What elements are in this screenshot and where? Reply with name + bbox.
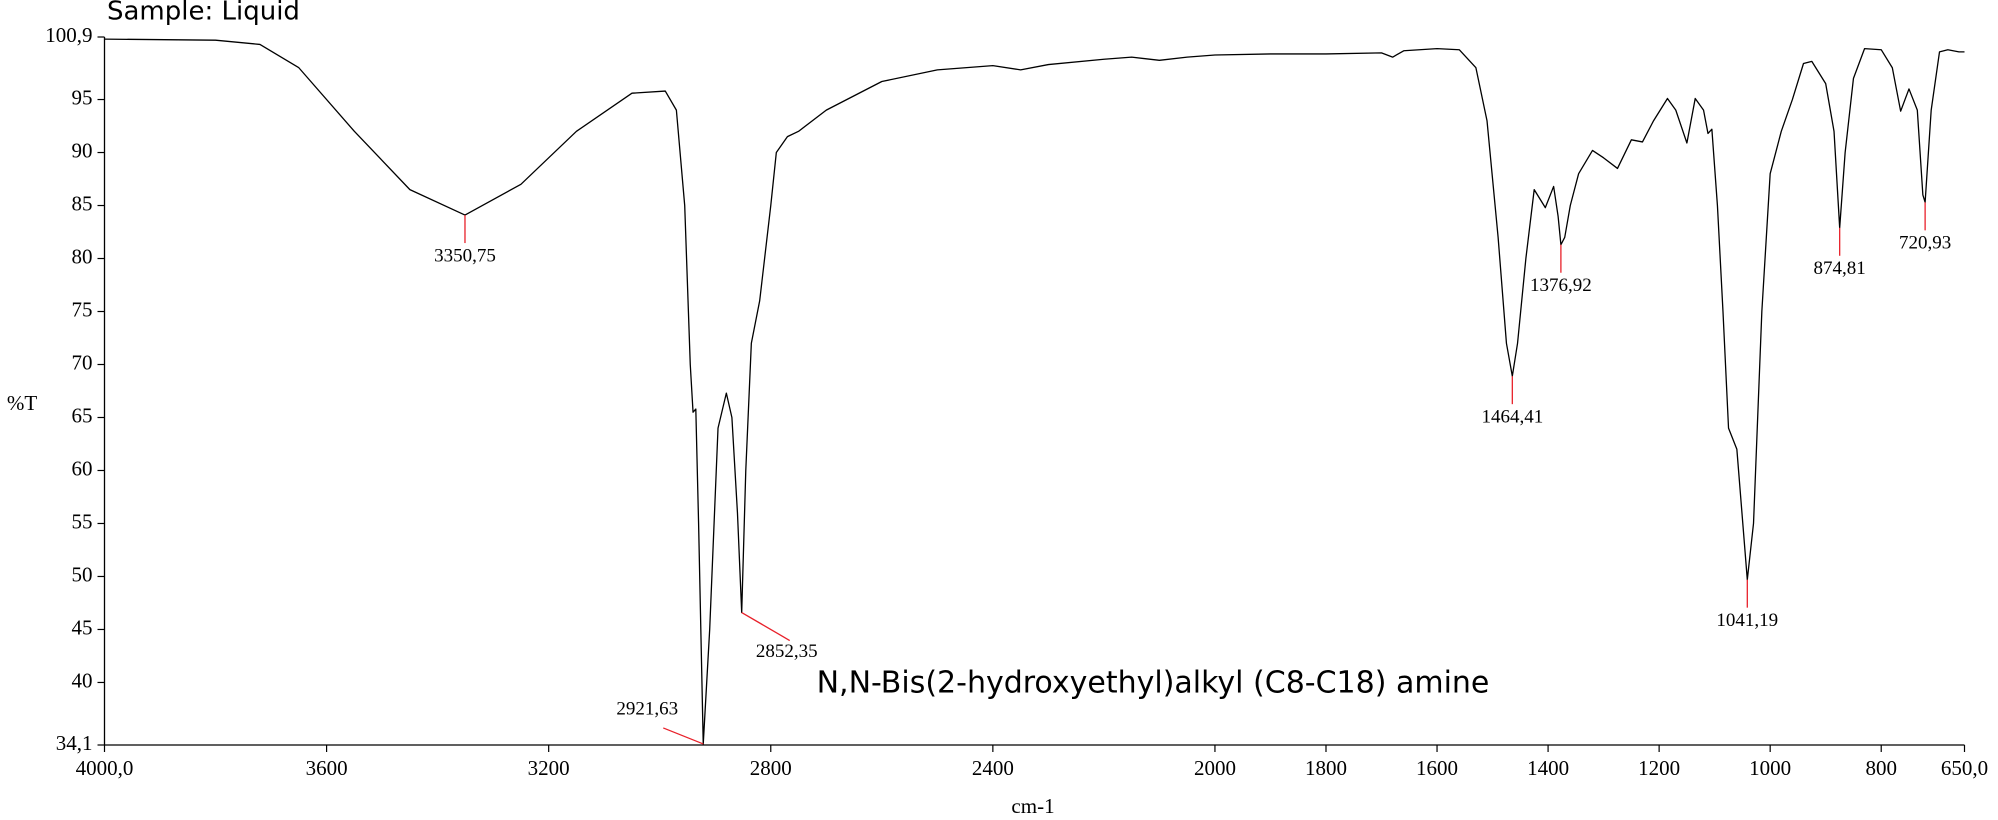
x-tick-label: 1800	[1305, 756, 1347, 780]
peak-label: 720,93	[1899, 233, 1951, 254]
x-tick-label: 800	[1865, 756, 1897, 780]
y-tick-label: 85	[72, 191, 93, 215]
x-tick-label: 2400	[972, 756, 1014, 780]
x-tick-label: 650,0	[1941, 756, 1988, 780]
y-tick-label: 40	[72, 668, 93, 692]
y-tick-label: 95	[72, 85, 93, 109]
peak-label: 1464,41	[1481, 407, 1543, 428]
compound-name: N,N-Bis(2-hydroxyethyl)alkyl (C8-C18) am…	[817, 666, 1490, 701]
peak-label: 1376,92	[1530, 275, 1592, 296]
y-tick-label: 90	[72, 138, 93, 162]
chart-title: Sample: Liquid	[107, 0, 300, 27]
peak-label: 2921,63	[616, 698, 678, 719]
peak-label: 1041,19	[1716, 610, 1778, 631]
y-tick-label: 80	[72, 244, 93, 268]
peak-label: 3350,75	[434, 245, 496, 266]
x-tick-label: 1200	[1638, 756, 1680, 780]
y-tick-label: 100,9	[45, 23, 92, 47]
y-tick-label: 70	[72, 350, 93, 374]
y-tick-label: 60	[72, 456, 93, 480]
y-tick-label: 50	[72, 562, 93, 586]
y-tick-label: 65	[72, 403, 93, 427]
peak-marker	[662, 727, 704, 745]
x-tick-label: 1400	[1527, 756, 1569, 780]
x-tick-label: 1600	[1416, 756, 1458, 780]
x-tick-label: 2800	[750, 756, 792, 780]
x-tick-label: 2000	[1194, 756, 1236, 780]
peak-label: 2852,35	[756, 641, 818, 662]
x-axis-label: cm-1	[1011, 794, 1054, 818]
y-tick-label: 75	[72, 297, 93, 321]
y-tick-label: 55	[72, 509, 93, 533]
x-tick-label: 1000	[1749, 756, 1791, 780]
x-tick-label: 3600	[306, 756, 348, 780]
y-tick-label: 34,1	[56, 731, 93, 755]
y-tick-label: 45	[72, 615, 93, 639]
x-tick-label: 3200	[528, 756, 570, 780]
peak-marker	[741, 611, 791, 642]
x-tick-label: 4000,0	[76, 756, 134, 780]
peak-label: 874,81	[1814, 258, 1866, 279]
spectrum-line	[104, 38, 1965, 745]
y-axis-label: %T	[7, 391, 37, 415]
